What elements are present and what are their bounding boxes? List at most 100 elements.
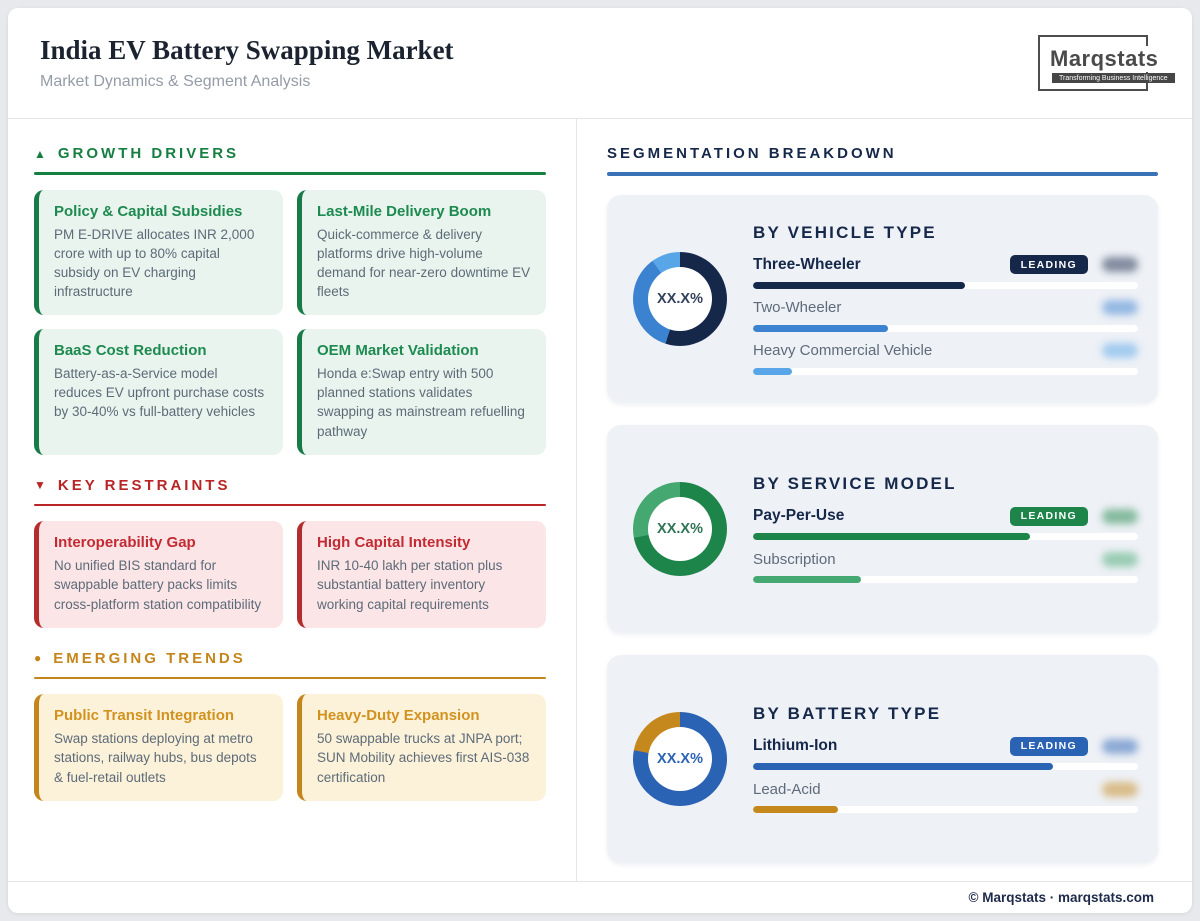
- segment-bar-fill: [753, 576, 861, 583]
- insight-card-title: Heavy-Duty Expansion: [317, 707, 480, 725]
- circle-icon: ●: [34, 651, 42, 666]
- segmentation-cards: XX.X% BY VEHICLE TYPE Three-Wheeler LEAD…: [607, 194, 1158, 863]
- segmentation-title: SEGMENTATION BREAKDOWN: [607, 145, 897, 162]
- segment-row-header: Pay-Per-Use LEADING: [753, 506, 1138, 526]
- donut-chart: XX.X%: [633, 251, 727, 346]
- page-footer: © Marqstats · marqstats.com: [8, 881, 1192, 913]
- section-title: KEY RESTRAINTS: [57, 476, 231, 494]
- card-grid: Interoperability Gap No unified BIS stan…: [34, 521, 546, 628]
- insight-card-body: Honda e:Swap entry with 500 planned stat…: [317, 366, 525, 439]
- segment-bar-track: [753, 763, 1138, 770]
- redacted-value: [1102, 508, 1138, 524]
- redacted-value: [1102, 738, 1138, 754]
- segment-row-header: Two-Wheeler: [753, 298, 1138, 318]
- donut-center-label: XX.X%: [648, 266, 712, 331]
- section-title: GROWTH DRIVERS: [57, 145, 240, 162]
- section-key-restraints: ▼ KEY RESTRAINTS Interoperability Gap No…: [34, 477, 546, 628]
- segment-row: Two-Wheeler: [753, 298, 1138, 332]
- donut-chart: XX.X%: [633, 481, 727, 576]
- page-subtitle: Market Dynamics & Segment Analysis: [40, 73, 311, 90]
- redacted-value: [1102, 343, 1138, 358]
- logo-wordmark: Marqstats: [1047, 46, 1162, 72]
- redacted-value: [1102, 551, 1138, 567]
- segment-row-header: Subscription: [753, 549, 1138, 569]
- insight-card: BaaS Cost Reduction Battery-as-a-Service…: [34, 329, 283, 455]
- insight-card: Heavy-Duty Expansion 50 swappable trucks…: [297, 694, 546, 801]
- segment-row: Pay-Per-Use LEADING: [753, 506, 1138, 540]
- leading-badge: LEADING: [1009, 506, 1088, 526]
- segment-bar-fill: [753, 367, 792, 375]
- marqstats-logo: Marqstats Transforming Business Intellig…: [1038, 35, 1175, 91]
- redacted-value: [1102, 300, 1138, 315]
- insight-card: High Capital Intensity INR 10-40 lakh pe…: [297, 521, 546, 628]
- segment-bar-fill: [753, 806, 838, 813]
- segment-row-header: Three-Wheeler LEADING: [753, 255, 1138, 275]
- logo-tagline: Transforming Business Intelligence: [1052, 73, 1175, 83]
- insight-card-body: Quick-commerce & delivery platforms driv…: [317, 226, 531, 299]
- segment-label: Two-Wheeler: [753, 299, 842, 316]
- card-grid: Public Transit Integration Swap stations…: [34, 694, 546, 801]
- segmentation-underline: [607, 172, 1158, 176]
- insight-card-body: 50 swappable trucks at JNPA port; SUN Mo…: [317, 731, 530, 785]
- section-header: ▼ KEY RESTRAINTS: [34, 477, 546, 494]
- dynamics-column: ▲ GROWTH DRIVERS Policy & Capital Subsid…: [8, 119, 577, 881]
- section-growth-drivers: ▲ GROWTH DRIVERS Policy & Capital Subsid…: [34, 145, 546, 455]
- segment-row: Three-Wheeler LEADING: [753, 255, 1138, 289]
- insight-card-title: Last-Mile Delivery Boom: [317, 202, 492, 220]
- segment-card-body: BY BATTERY TYPE Lithium-Ion LEADING Lead…: [753, 704, 1138, 813]
- segment-bar-track: [753, 281, 1138, 289]
- segmentation-header: SEGMENTATION BREAKDOWN: [607, 145, 1158, 162]
- triangle-down-icon: ▼: [34, 478, 46, 493]
- segment-card: XX.X% BY SERVICE MODEL Pay-Per-Use LEADI…: [607, 424, 1158, 633]
- insight-card: Interoperability Gap No unified BIS stan…: [34, 521, 283, 628]
- insight-card-title: Interoperability Gap: [54, 534, 196, 552]
- segment-bar-track: [753, 533, 1138, 540]
- segment-bar-track: [753, 367, 1138, 375]
- redacted-value: [1102, 781, 1138, 797]
- insight-card-body: Swap stations deploying at metro station…: [54, 731, 257, 785]
- donut-center-label: XX.X%: [648, 496, 712, 561]
- segment-row: Lithium-Ion LEADING: [753, 736, 1138, 770]
- segment-label: Subscription: [753, 550, 836, 568]
- insight-card-title: Policy & Capital Subsidies: [54, 202, 243, 220]
- redacted-value: [1102, 257, 1138, 272]
- section-underline: [34, 676, 546, 680]
- insight-card: Public Transit Integration Swap stations…: [34, 694, 283, 801]
- section-underline: [34, 172, 546, 175]
- segment-label: Pay-Per-Use: [753, 507, 845, 524]
- section-header: ▲ GROWTH DRIVERS: [34, 145, 546, 162]
- segment-row: Heavy Commercial Vehicle: [753, 341, 1138, 375]
- segment-label: Lithium-Ion: [753, 737, 838, 754]
- insight-card-body: PM E-DRIVE allocates INR 2,000 crore wit…: [54, 226, 255, 299]
- insight-card-title: OEM Market Validation: [317, 342, 479, 360]
- insight-card: Policy & Capital Subsidies PM E-DRIVE al…: [34, 189, 283, 316]
- segment-bar-track: [753, 806, 1138, 813]
- segment-bar-fill: [753, 324, 888, 332]
- segment-card-title: BY BATTERY TYPE: [753, 704, 942, 723]
- segment-label: Lead-Acid: [753, 780, 821, 798]
- segment-label: Three-Wheeler: [753, 255, 861, 273]
- segment-row: Lead-Acid: [753, 779, 1138, 813]
- insight-card: OEM Market Validation Honda e:Swap entry…: [297, 329, 546, 455]
- section-emerging-trends: ● EMERGING TRENDS Public Transit Integra…: [34, 650, 546, 801]
- segment-card: XX.X% BY BATTERY TYPE Lithium-Ion LEADIN…: [607, 654, 1158, 863]
- main-content: ▲ GROWTH DRIVERS Policy & Capital Subsid…: [8, 118, 1192, 881]
- segment-card-title: BY VEHICLE TYPE: [753, 222, 937, 242]
- segment-label: Heavy Commercial Vehicle: [753, 342, 933, 359]
- insight-card-title: High Capital Intensity: [317, 534, 471, 552]
- segment-bar-track: [753, 576, 1138, 583]
- segment-card-body: BY VEHICLE TYPE Three-Wheeler LEADING Tw…: [753, 223, 1138, 375]
- insight-card-title: Public Transit Integration: [54, 707, 235, 725]
- section-title: EMERGING TRENDS: [53, 649, 246, 667]
- segment-card: XX.X% BY VEHICLE TYPE Three-Wheeler LEAD…: [607, 194, 1158, 403]
- footer-credit: © Marqstats · marqstats.com: [968, 890, 1155, 905]
- leading-badge: LEADING: [1009, 736, 1088, 756]
- segmentation-column: SEGMENTATION BREAKDOWN XX.X% BY VEHICLE …: [577, 119, 1192, 881]
- section-underline: [34, 503, 546, 507]
- segment-bar-fill: [753, 533, 1031, 540]
- donut-center-label: XX.X%: [648, 726, 712, 791]
- insight-card-body: No unified BIS standard for swappable ba…: [54, 558, 262, 612]
- donut-chart: XX.X%: [633, 711, 727, 806]
- segment-card-title: BY SERVICE MODEL: [753, 474, 957, 493]
- triangle-up-icon: ▲: [34, 146, 46, 161]
